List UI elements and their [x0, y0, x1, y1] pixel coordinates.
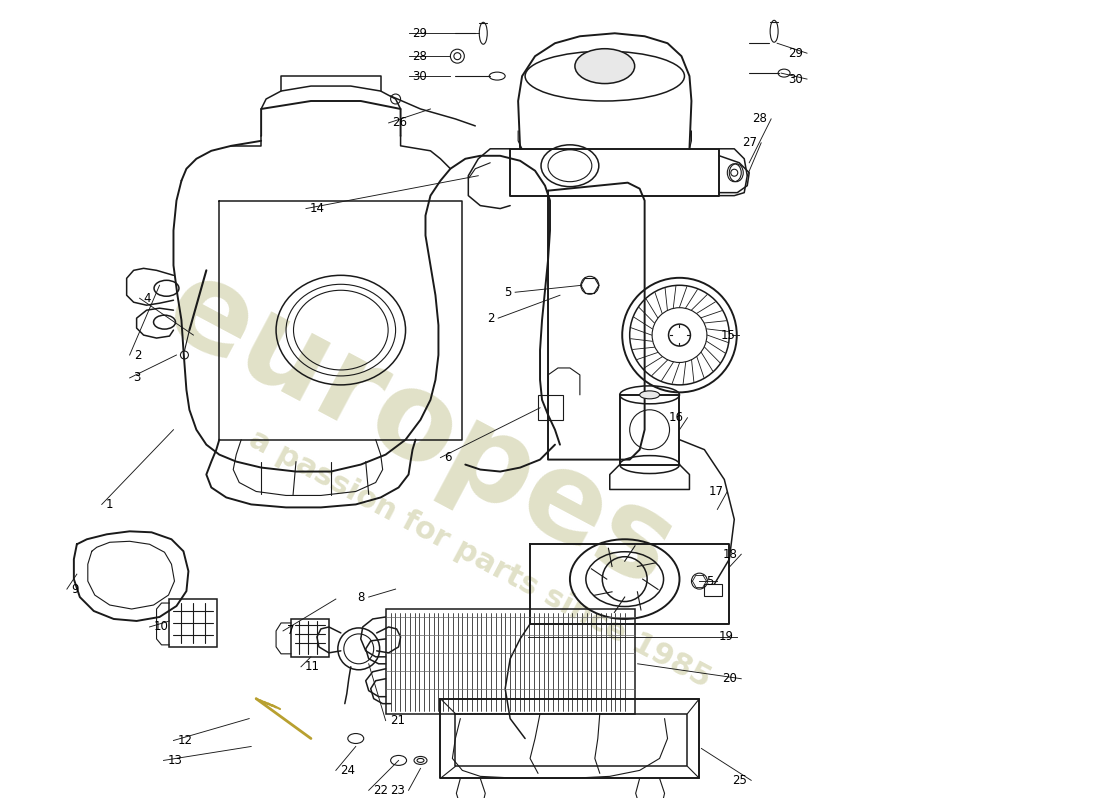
Text: 28: 28 — [752, 113, 767, 126]
Text: 3: 3 — [133, 371, 141, 385]
Bar — [169, 599, 218, 647]
Text: 2: 2 — [486, 312, 494, 325]
Text: 21: 21 — [389, 714, 405, 727]
Text: 8: 8 — [358, 590, 365, 603]
Bar — [386, 609, 635, 714]
Text: 17: 17 — [708, 485, 724, 498]
Text: 2: 2 — [133, 349, 141, 362]
Ellipse shape — [639, 391, 660, 399]
Text: 20: 20 — [723, 672, 737, 686]
Text: 29: 29 — [788, 46, 803, 60]
Text: 30: 30 — [412, 70, 427, 82]
Text: 9: 9 — [70, 582, 78, 595]
Bar — [538, 395, 563, 420]
Text: 23: 23 — [389, 784, 405, 797]
Text: 30: 30 — [789, 73, 803, 86]
Text: 12: 12 — [177, 734, 192, 747]
Text: 6: 6 — [444, 451, 452, 464]
Text: 16: 16 — [669, 411, 683, 424]
Text: 19: 19 — [718, 630, 734, 643]
Text: 26: 26 — [393, 117, 408, 130]
Text: 5: 5 — [504, 286, 512, 298]
Text: a passion for parts since 1985: a passion for parts since 1985 — [244, 425, 716, 694]
Text: 1: 1 — [106, 498, 113, 511]
Text: 27: 27 — [742, 136, 757, 150]
Text: 4: 4 — [144, 292, 151, 305]
Text: 28: 28 — [412, 50, 428, 62]
Text: 5: 5 — [706, 574, 714, 588]
Text: 24: 24 — [340, 764, 355, 777]
Text: 14: 14 — [310, 202, 324, 215]
Text: 25: 25 — [733, 774, 747, 787]
Text: 13: 13 — [167, 754, 183, 767]
Text: 11: 11 — [305, 660, 320, 674]
Text: 29: 29 — [412, 26, 428, 40]
Bar — [704, 584, 723, 596]
Text: 7: 7 — [287, 625, 295, 638]
Text: 18: 18 — [723, 548, 737, 561]
Bar — [292, 619, 329, 657]
Text: europes: europes — [147, 247, 694, 612]
Text: 15: 15 — [720, 329, 735, 342]
Text: 22: 22 — [373, 784, 387, 797]
Ellipse shape — [575, 49, 635, 83]
Text: 10: 10 — [154, 621, 168, 634]
